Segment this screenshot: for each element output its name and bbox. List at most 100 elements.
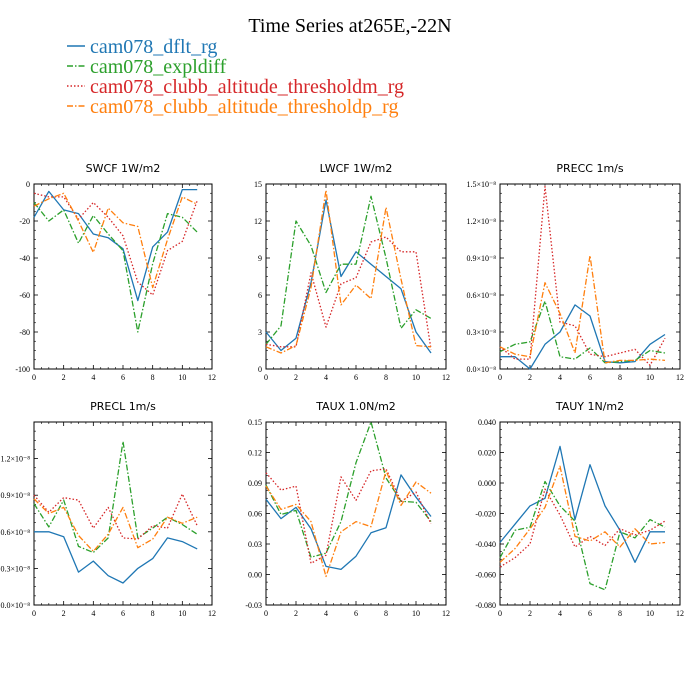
y-tick-label: 0.0×10⁻⁸ bbox=[466, 365, 496, 374]
series-line-1 bbox=[499, 480, 666, 591]
plot-frame bbox=[265, 421, 447, 606]
plot-frame bbox=[499, 421, 681, 606]
legend-label-2: cam078_clubb_altitude_thresholdm_rg bbox=[90, 76, 404, 98]
series-line-1 bbox=[499, 300, 666, 364]
panel-title: PRECL 1m/s bbox=[90, 400, 156, 413]
x-tick-label: 8 bbox=[151, 373, 155, 382]
y-tick-label: 0.000 bbox=[478, 479, 496, 488]
x-tick-label: 2 bbox=[294, 609, 298, 618]
series-line-0 bbox=[499, 445, 665, 563]
y-tick-label: 1.2×10⁻⁸ bbox=[0, 455, 30, 464]
x-tick-label: 4 bbox=[558, 609, 562, 618]
legend-label-1: cam078_expldiff bbox=[90, 56, 227, 78]
y-tick-label: 0.6×10⁻⁸ bbox=[0, 528, 30, 537]
x-tick-label: 0 bbox=[32, 373, 36, 382]
y-tick-label: -60 bbox=[19, 291, 30, 300]
y-tick-label: 0.00 bbox=[248, 571, 262, 580]
y-tick-label: -40 bbox=[19, 254, 30, 263]
series-line-2 bbox=[33, 192, 198, 296]
figure-title: Time Series at265E,-22N bbox=[248, 15, 451, 37]
y-tick-label: 0.12 bbox=[248, 449, 262, 458]
x-tick-label: 0 bbox=[264, 373, 268, 382]
x-tick-label: 4 bbox=[324, 373, 328, 382]
chart-panel-2: PRECC 1m/s 0 2 4 6 8 10 12 0.0×10⁻⁸ 0.3×10⁻⁸ 0.6×1… bbox=[466, 162, 684, 382]
y-tick-label: 0 bbox=[258, 365, 262, 374]
x-tick-label: 8 bbox=[618, 373, 622, 382]
plot-frame bbox=[33, 421, 213, 606]
chart-panel-3: PRECL 1m/s 0 2 4 6 8 10 12 0.0×10⁻⁸ 0.3×10⁻⁸ 0.6×1… bbox=[0, 400, 216, 618]
series-line-2 bbox=[265, 468, 432, 564]
legend: cam078_dflt_rgcam078_expldiffcam078_club… bbox=[67, 36, 404, 118]
y-tick-label: 15 bbox=[254, 180, 262, 189]
series-line-2 bbox=[499, 185, 666, 366]
panel-title: TAUY 1N/m2 bbox=[555, 400, 624, 413]
y-tick-label: 0.6×10⁻⁸ bbox=[466, 291, 496, 300]
series-line-3 bbox=[499, 465, 666, 563]
y-tick-label: -0.03 bbox=[245, 601, 262, 610]
x-tick-label: 12 bbox=[676, 609, 684, 618]
chart-panel-0: SWCF 1W/m2 0 2 4 6 8 10 12 -100 -80 -60 -40 -20 0 bbox=[15, 162, 216, 382]
series-line-3 bbox=[265, 189, 432, 354]
y-tick-label: -0.080 bbox=[475, 601, 496, 610]
y-tick-label: -20 bbox=[19, 217, 30, 226]
chart-panels: SWCF 1W/m2 0 2 4 6 8 10 12 -100 -80 -60 -40 -20 0 LWCF… bbox=[0, 162, 684, 618]
series-line-1 bbox=[33, 202, 198, 333]
y-tick-label: -100 bbox=[15, 365, 30, 374]
y-tick-label: 0.040 bbox=[478, 418, 496, 427]
y-tick-label: 0.3×10⁻⁸ bbox=[466, 328, 496, 337]
series-line-2 bbox=[499, 488, 666, 568]
y-tick-label: 0.020 bbox=[478, 449, 496, 458]
series-line-3 bbox=[265, 470, 432, 578]
x-tick-label: 6 bbox=[354, 609, 358, 618]
panel-title: PRECC 1m/s bbox=[556, 162, 624, 175]
x-tick-label: 10 bbox=[412, 373, 420, 382]
x-tick-label: 12 bbox=[442, 373, 450, 382]
x-tick-label: 8 bbox=[618, 609, 622, 618]
y-tick-label: -80 bbox=[19, 328, 30, 337]
x-tick-label: 12 bbox=[208, 609, 216, 618]
x-tick-label: 8 bbox=[151, 609, 155, 618]
y-tick-label: 9 bbox=[258, 254, 262, 263]
series-line-2 bbox=[265, 236, 432, 350]
x-tick-label: 6 bbox=[121, 609, 125, 618]
panel-title: LWCF 1W/m2 bbox=[320, 162, 393, 175]
x-tick-label: 0 bbox=[32, 609, 36, 618]
y-tick-label: 12 bbox=[254, 217, 262, 226]
series-line-0 bbox=[265, 199, 432, 354]
series-line-0 bbox=[265, 474, 432, 571]
series-line-0 bbox=[33, 188, 198, 302]
series-line-1 bbox=[265, 421, 432, 558]
x-tick-label: 2 bbox=[528, 373, 532, 382]
y-tick-label: 0.15 bbox=[248, 418, 262, 427]
panel-title: SWCF 1W/m2 bbox=[86, 162, 161, 175]
x-tick-label: 4 bbox=[91, 609, 95, 618]
y-tick-label: 0.06 bbox=[248, 510, 262, 519]
y-tick-label: -0.060 bbox=[475, 571, 496, 580]
x-tick-label: 8 bbox=[384, 609, 388, 618]
legend-label-3: cam078_clubb_altitude_thresholdp_rg bbox=[90, 96, 398, 118]
y-tick-label: 0.9×10⁻⁸ bbox=[466, 254, 496, 263]
x-tick-label: 10 bbox=[646, 373, 654, 382]
y-tick-label: -0.040 bbox=[475, 540, 496, 549]
series-line-0 bbox=[34, 531, 198, 584]
y-tick-label: 0.0×10⁻⁸ bbox=[0, 601, 30, 610]
x-tick-label: 10 bbox=[178, 609, 186, 618]
panel-title: TAUX 1.0N/m2 bbox=[315, 400, 396, 413]
x-tick-label: 8 bbox=[384, 373, 388, 382]
x-tick-label: 12 bbox=[442, 609, 450, 618]
x-tick-label: 12 bbox=[676, 373, 684, 382]
y-tick-label: 6 bbox=[258, 291, 262, 300]
x-tick-label: 6 bbox=[588, 609, 592, 618]
y-tick-label: 0.09 bbox=[248, 479, 262, 488]
x-tick-label: 0 bbox=[498, 373, 502, 382]
plot-frame bbox=[499, 183, 681, 370]
x-tick-label: 6 bbox=[588, 373, 592, 382]
x-tick-label: 6 bbox=[354, 373, 358, 382]
series-line-1 bbox=[265, 195, 432, 345]
series-line-1 bbox=[33, 440, 198, 554]
x-tick-label: 10 bbox=[646, 609, 654, 618]
y-tick-label: 1.5×10⁻⁸ bbox=[466, 180, 496, 189]
y-tick-label: 1.2×10⁻⁸ bbox=[466, 217, 496, 226]
y-tick-label: 0.03 bbox=[248, 540, 262, 549]
